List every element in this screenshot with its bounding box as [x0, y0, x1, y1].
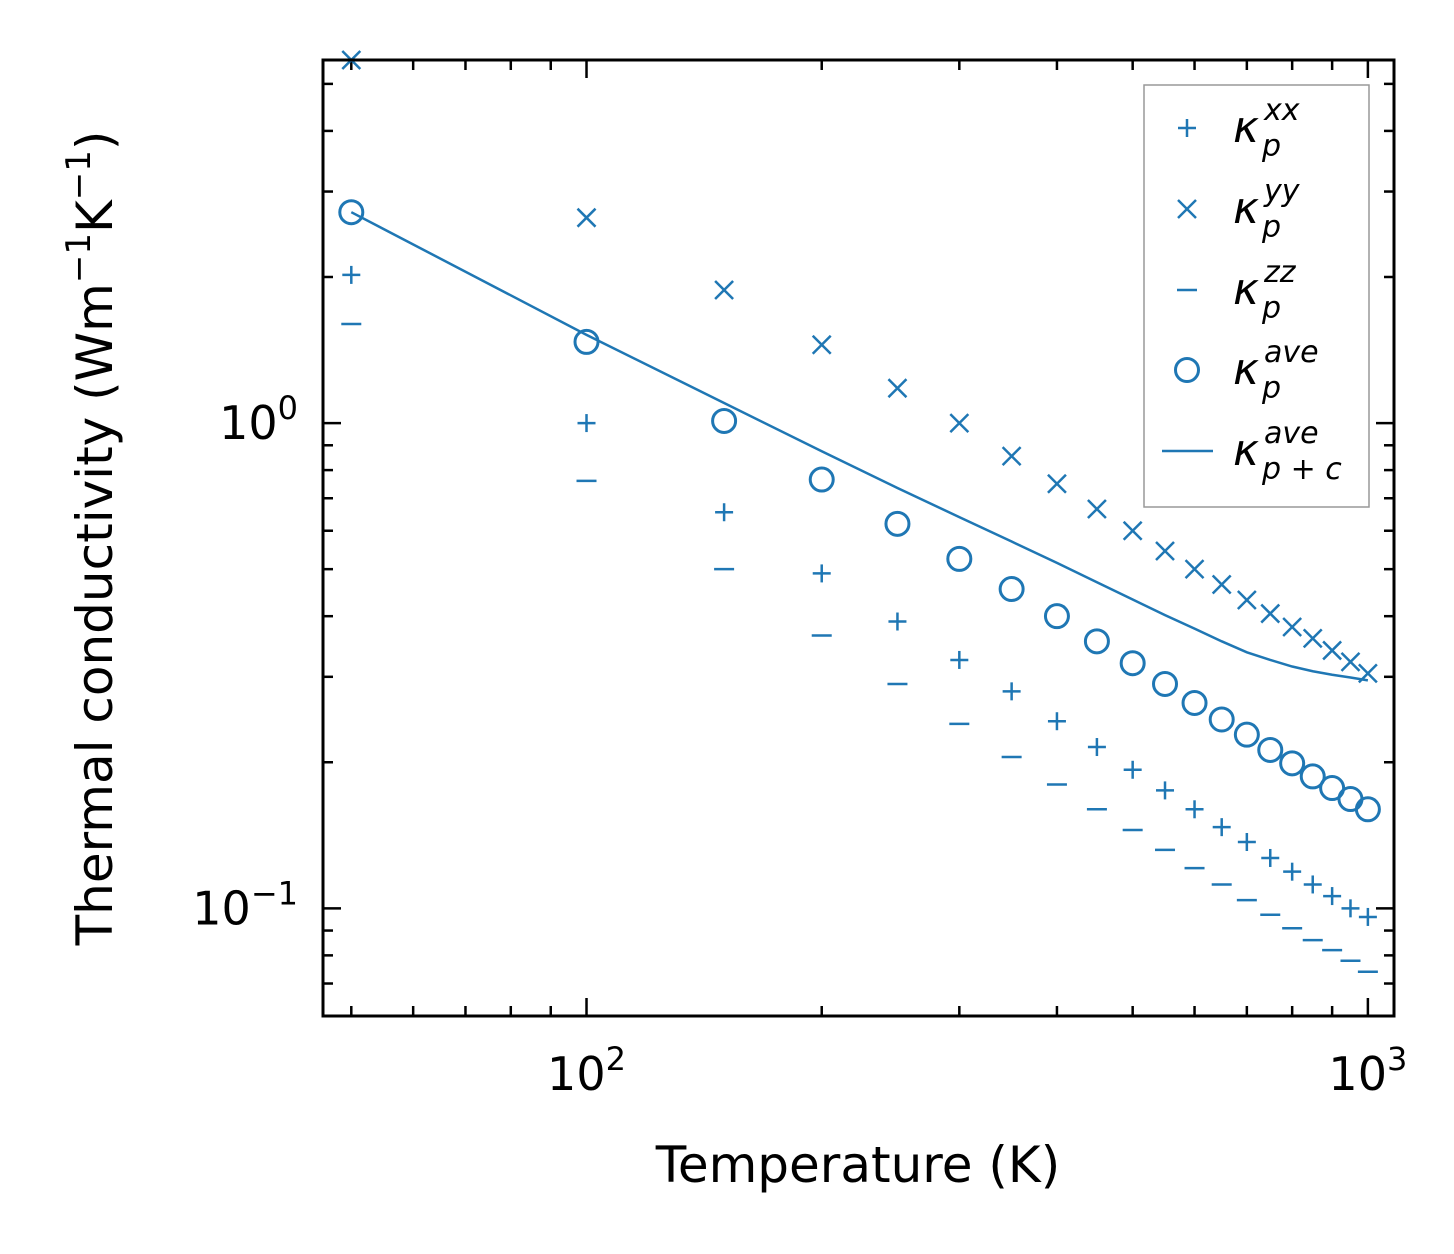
y-tick-label: 100: [219, 389, 298, 450]
data-point: [888, 612, 907, 631]
data-point: [1322, 640, 1343, 661]
data-point: [711, 407, 738, 434]
major-ticks: [323, 60, 1394, 1016]
legend-box: [1143, 84, 1370, 508]
data-point: [1261, 848, 1280, 867]
y-tick-label: 10−1: [192, 874, 298, 935]
data-point: [1083, 628, 1110, 655]
series-kappa_p^xx: [342, 265, 1377, 926]
data-point: [884, 510, 911, 537]
legend-label-sub: p + c: [1261, 452, 1342, 487]
x-tick-label: 103: [1328, 1040, 1407, 1101]
data-point: [1119, 650, 1146, 677]
data-point: [1323, 887, 1342, 906]
data-point: [950, 650, 969, 669]
data-point: [1283, 862, 1302, 881]
y-axis-label: Thermal conductivity (Wm−1K−1): [59, 131, 124, 947]
data-point: [998, 576, 1025, 603]
legend-label-sup: ave: [1264, 335, 1319, 370]
data-point: [1047, 473, 1067, 494]
data-point: [1212, 818, 1231, 837]
plot-frame: [321, 58, 1396, 1018]
legend-label: κ: [1233, 344, 1259, 395]
data-point: [1001, 446, 1022, 466]
legend-label: κ: [1233, 425, 1259, 476]
data-point: [1043, 603, 1070, 630]
data-point: [1340, 652, 1361, 672]
data-point: [1233, 721, 1260, 748]
data-point: [577, 414, 596, 433]
data-point: [1047, 712, 1066, 731]
legend-label: κ: [1233, 102, 1259, 153]
data-point: [1185, 800, 1204, 819]
data-point: [1260, 603, 1281, 624]
legend-label: κ: [1233, 264, 1259, 315]
data-point: [812, 564, 831, 583]
data-point: [1122, 520, 1143, 541]
data-point: [1279, 750, 1306, 777]
data-point: [949, 413, 970, 433]
x-tick-label: 102: [547, 1040, 626, 1101]
data-point: [342, 265, 361, 284]
data-point: [1181, 689, 1208, 716]
legend-entry: κ yyp: [1177, 174, 1301, 245]
x-axis-label: Temperature (K): [655, 1136, 1060, 1194]
data-point: [1087, 499, 1107, 519]
data-point: [887, 378, 908, 399]
legend-label-sub: p: [1261, 129, 1281, 164]
data-point: [1211, 574, 1232, 595]
tick-labels: 102 103 100 10−1: [192, 389, 1407, 1101]
data-point: [576, 207, 597, 228]
legend-entry: κ zzp: [1177, 255, 1297, 326]
data-point: [1358, 907, 1377, 926]
data-point: [1002, 682, 1021, 701]
legend-marker: [1178, 119, 1196, 137]
data-point: [1303, 875, 1322, 894]
legend-marker: [1174, 357, 1200, 383]
legend-label-sub: p: [1261, 371, 1281, 406]
data-point: [1156, 781, 1175, 800]
series-kappa_p^zz: [341, 322, 1378, 974]
minor-ticks: [323, 60, 1394, 1018]
legend-label-sup: zz: [1263, 255, 1297, 290]
data-point: [811, 334, 832, 355]
data-point: [1257, 736, 1284, 763]
data-point: [1236, 590, 1257, 610]
legend-entry: κ xxp: [1178, 93, 1300, 164]
data-point: [1237, 832, 1256, 851]
series-kappa_p+c^ave: [350, 211, 1369, 682]
data-point: [808, 466, 835, 493]
legend-marker: [1177, 199, 1197, 219]
data-point: [715, 503, 734, 522]
legend-label-sup: xx: [1263, 93, 1300, 128]
data-point: [1087, 738, 1106, 757]
legend-label-sub: p: [1261, 210, 1281, 245]
series-line: [350, 211, 1369, 682]
series-kappa_p^yy: [341, 50, 1378, 684]
data-point: [1208, 706, 1235, 733]
data-point: [1354, 796, 1381, 823]
data-point: [1152, 670, 1179, 697]
data-point: [1341, 899, 1360, 918]
data-point: [1302, 628, 1323, 649]
series-layer: [338, 50, 1381, 974]
data-point: [1282, 617, 1303, 637]
data-point: [946, 545, 973, 572]
legend-label: κ: [1233, 183, 1259, 234]
data-point: [1184, 559, 1205, 580]
legend-label-sub: p: [1261, 291, 1281, 326]
data-point: [1155, 541, 1175, 561]
data-point: [1299, 763, 1326, 790]
data-point: [338, 199, 365, 226]
legend-label-sup: ave: [1264, 416, 1319, 451]
legend-label-sup: yy: [1263, 174, 1301, 209]
data-point: [714, 280, 734, 300]
data-point: [1123, 760, 1142, 779]
